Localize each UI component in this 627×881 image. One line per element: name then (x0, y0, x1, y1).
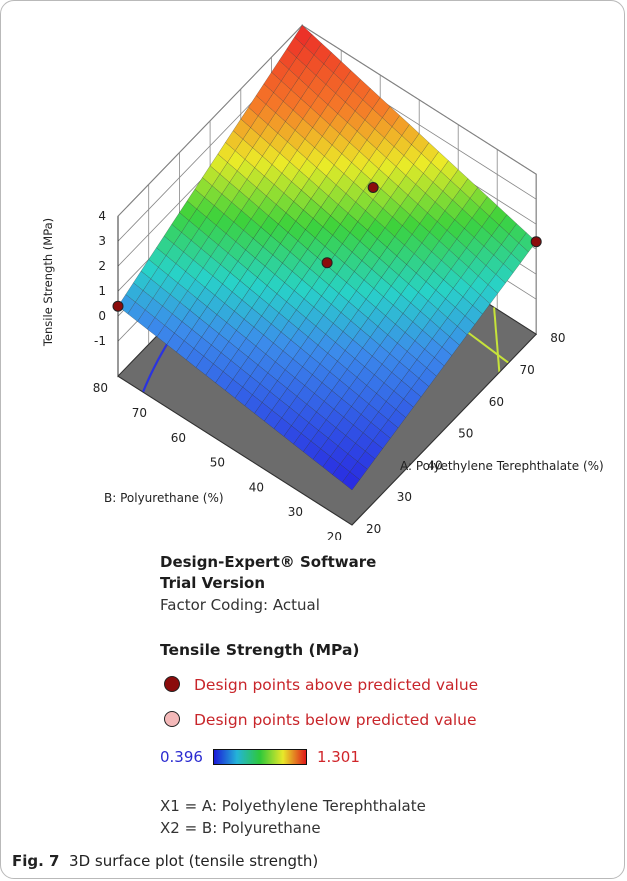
design-point (321, 257, 333, 269)
surface-plot: 4 3 2 1 0 -1 20 30 40 50 60 70 80 20 30 40 50 60 70 80 Tensi… (41, 24, 604, 540)
legend-below: Design points below predicted value (164, 711, 477, 729)
caption-label: Fig. 7 (12, 852, 60, 870)
a-tick-label: 30 (397, 490, 412, 504)
factor-coding: Factor Coding: Actual (160, 596, 320, 614)
b-tick-label: 20 (327, 530, 342, 540)
design-point (112, 300, 124, 312)
a-tick-label: 70 (520, 363, 535, 377)
z-tick-label: -1 (94, 334, 106, 348)
color-scale: 0.396 1.301 (160, 748, 360, 766)
b-tick-label: 30 (288, 505, 303, 519)
z-tick-label: 1 (98, 284, 106, 298)
color-gradient-bar (212, 749, 307, 765)
z-tick-label: 4 (98, 209, 106, 223)
b-axis-title: B: Polyurethane (%) (104, 491, 224, 505)
legend-title: Tensile Strength (MPa) (160, 641, 360, 659)
legend-below-label: Design points below predicted value (194, 711, 477, 729)
scale-min-label: 0.396 (160, 748, 203, 766)
b-tick-label: 60 (171, 431, 186, 445)
b-tick-label: 80 (93, 381, 108, 395)
z-tick-label: 0 (98, 309, 106, 323)
scale-max-label: 1.301 (316, 748, 360, 766)
software-version: Trial Version (160, 574, 266, 592)
design-point (530, 236, 542, 248)
legend-above-label: Design points above predicted value (194, 676, 479, 694)
a-tick-label: 50 (458, 427, 473, 441)
caption-text: 3D surface plot (tensile strength) (69, 852, 319, 870)
contour-line (493, 307, 501, 373)
z-tick-label: 2 (98, 259, 106, 273)
design-point (367, 182, 379, 193)
below-point-icon (164, 711, 180, 727)
b-tick-label: 40 (249, 480, 264, 494)
a-tick-label: 60 (489, 395, 504, 409)
factor-x2: X2 = B: Polyurethane (160, 819, 321, 837)
software-name: Design-Expert® Software (160, 553, 377, 571)
b-tick-label: 70 (132, 406, 147, 420)
axis-frame (117, 216, 537, 526)
above-point-icon (164, 676, 180, 692)
legend-above: Design points above predicted value (164, 676, 478, 694)
factor-x1: X1 = A: Polyethylene Terephthalate (160, 797, 426, 815)
a-tick-label: 40 (427, 458, 442, 472)
figure-caption: Fig. 7 3D surface plot (tensile strength… (12, 852, 318, 870)
b-tick-label: 50 (210, 456, 225, 470)
a-axis-title: A: Polyethylene Terephthalate (%) (400, 459, 604, 473)
a-tick-label: 80 (550, 331, 565, 345)
surface-cell (342, 471, 360, 491)
a-tick-label: 20 (366, 522, 381, 536)
z-tick-label: 3 (98, 234, 106, 248)
z-axis-title: Tensile Strength (MPa) (41, 218, 55, 347)
